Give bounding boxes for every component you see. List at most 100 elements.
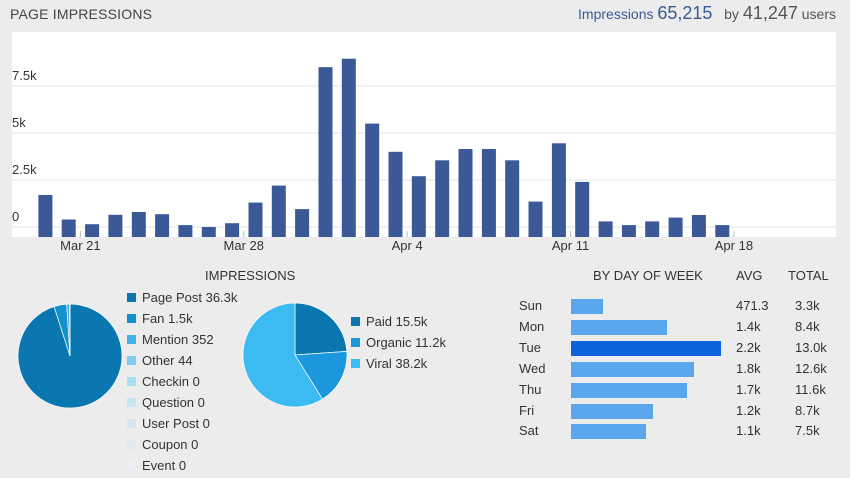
- legend-swatch: [127, 419, 136, 428]
- bar[interactable]: [341, 58, 356, 238]
- bar[interactable]: [318, 67, 333, 237]
- legend-item: Coupon 0: [127, 434, 237, 455]
- bar[interactable]: [201, 227, 216, 237]
- dow-avg-value: 1.4k: [736, 318, 761, 334]
- legend-label: Paid 15.5k: [366, 314, 428, 329]
- bar[interactable]: [38, 195, 53, 237]
- impressions-type-legend: Page Post 36.3k Fan 1.5k Mention 352 Other …: [127, 287, 237, 476]
- x-tick-label: Apr 4: [392, 238, 423, 253]
- dow-bar[interactable]: [571, 299, 604, 314]
- bar[interactable]: [271, 185, 286, 237]
- legend-swatch: [127, 335, 136, 344]
- impressions-pie-heading: IMPRESSIONS: [205, 268, 296, 283]
- bar[interactable]: [388, 151, 403, 237]
- legend-item: User Post 0: [127, 413, 237, 434]
- bar[interactable]: [598, 221, 613, 237]
- legend-label: Fan 1.5k: [142, 311, 193, 326]
- users-value: 41,247: [742, 3, 798, 23]
- legend-item: Organic 11.2k: [351, 332, 446, 353]
- bar[interactable]: [715, 225, 730, 237]
- page-title: PAGE IMPRESSIONS: [10, 6, 153, 22]
- legend-label: Viral 38.2k: [366, 356, 428, 371]
- legend-label: Checkin 0: [142, 374, 200, 389]
- dow-total-value: 13.0k: [795, 339, 827, 355]
- bar[interactable]: [365, 123, 380, 237]
- bar[interactable]: [178, 225, 193, 237]
- legend-swatch: [351, 317, 360, 326]
- dow-total-heading: TOTAL: [788, 268, 829, 283]
- bar[interactable]: [668, 217, 683, 237]
- users-label: users: [801, 6, 836, 22]
- legend-swatch: [351, 359, 360, 368]
- bar[interactable]: [435, 160, 450, 237]
- dow-day-label: Sun: [519, 298, 543, 313]
- bar[interactable]: [61, 219, 76, 238]
- dow-day-label: Mon: [519, 318, 545, 334]
- pie-slice[interactable]: [294, 302, 348, 356]
- legend-swatch: [127, 398, 136, 407]
- legend-item: Paid 15.5k: [351, 311, 446, 332]
- dow-bar[interactable]: [571, 361, 694, 377]
- dow-avg-heading: AVG: [736, 268, 763, 283]
- dow-avg-value: 1.1k: [736, 423, 761, 439]
- bar[interactable]: [505, 160, 520, 237]
- legend-label: Mention 352: [142, 332, 214, 347]
- dow-bar[interactable]: [571, 403, 653, 419]
- bar[interactable]: [131, 212, 146, 237]
- by-label: by: [724, 6, 739, 22]
- legend-label: Other 44: [142, 353, 193, 368]
- dow-total-value: 7.5k: [795, 423, 820, 439]
- legend-label: Event 0: [142, 458, 187, 473]
- pie-slice[interactable]: [242, 302, 323, 408]
- dow-avg-value: 2.2k: [736, 339, 761, 355]
- impressions-value[interactable]: 65,215: [657, 3, 713, 23]
- summary-stats: Impressions 65,215 by 41,247 users: [578, 3, 836, 24]
- legend-item: Page Post 36.3k: [127, 287, 237, 308]
- bar[interactable]: [575, 181, 590, 237]
- x-tick-label: Mar 28: [224, 238, 264, 253]
- bar[interactable]: [691, 215, 706, 237]
- bar[interactable]: [295, 209, 310, 237]
- dow-day-label: Thu: [519, 381, 542, 397]
- bar[interactable]: [551, 143, 566, 237]
- bar[interactable]: [481, 149, 496, 237]
- legend-item: Other 44: [127, 350, 237, 371]
- bar[interactable]: [645, 221, 660, 237]
- bar[interactable]: [248, 202, 263, 237]
- dow-total-value: 8.7k: [795, 402, 820, 418]
- dow-avg-value: 1.8k: [736, 360, 761, 376]
- legend-item: Mention 352: [127, 329, 237, 350]
- bar[interactable]: [155, 214, 170, 237]
- impressions-label[interactable]: Impressions: [578, 6, 654, 22]
- bar[interactable]: [108, 214, 123, 237]
- bar[interactable]: [411, 176, 426, 237]
- legend-swatch: [127, 356, 136, 365]
- dow-bar[interactable]: [571, 319, 667, 335]
- bar[interactable]: [225, 223, 240, 237]
- y-tick-label: 5k: [12, 115, 26, 130]
- legend-swatch: [127, 440, 136, 449]
- legend-item: Question 0: [127, 392, 237, 413]
- dow-bar[interactable]: [571, 424, 646, 440]
- bar[interactable]: [85, 224, 100, 237]
- y-tick-label: 7.5k: [12, 68, 37, 83]
- bar[interactable]: [458, 149, 473, 237]
- legend-swatch: [127, 314, 136, 323]
- dow-day-label: Sat: [519, 423, 539, 439]
- dow-bar[interactable]: [571, 340, 721, 356]
- dow-day-label: Wed: [519, 360, 546, 376]
- x-tick-label: Mar 21: [60, 238, 100, 253]
- pie-slice[interactable]: [294, 350, 348, 400]
- dow-day-label: Fri: [519, 402, 535, 418]
- legend-label: User Post 0: [142, 416, 210, 431]
- dow-total-value: 12.6k: [795, 360, 827, 376]
- bar[interactable]: [528, 201, 543, 237]
- y-tick-label: 2.5k: [12, 162, 37, 177]
- legend-swatch: [127, 293, 136, 302]
- legend-label: Question 0: [142, 395, 205, 410]
- legend-label: Page Post 36.3k: [142, 290, 238, 305]
- bar[interactable]: [621, 225, 636, 237]
- dow-bar[interactable]: [571, 382, 687, 398]
- legend-item: Fan 1.5k: [127, 308, 237, 329]
